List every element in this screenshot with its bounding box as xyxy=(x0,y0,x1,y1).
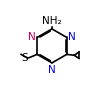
Text: N: N xyxy=(28,32,36,42)
Text: S: S xyxy=(22,53,28,63)
Text: NH₂: NH₂ xyxy=(42,16,62,26)
Text: N: N xyxy=(48,65,56,75)
Text: N: N xyxy=(68,32,76,42)
